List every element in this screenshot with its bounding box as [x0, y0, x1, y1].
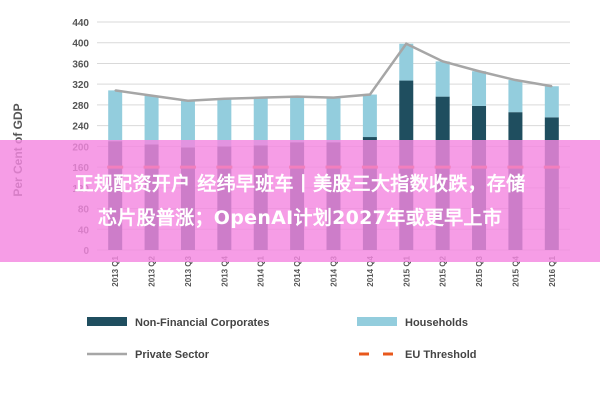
point-private-sector: [441, 60, 444, 63]
legend-label: Private Sector: [135, 349, 210, 361]
legend-item: EU Threshold: [359, 349, 477, 361]
y-tick-label: 360: [72, 59, 89, 70]
x-tick-label: 2014 Q3: [330, 255, 339, 286]
bar-households: [508, 80, 523, 113]
point-private-sector: [369, 93, 371, 96]
point-private-sector: [296, 95, 298, 98]
bar-households: [399, 43, 414, 81]
legend-swatch: [87, 317, 127, 326]
headline-line-2: 芯片股普涨；OpenAI计划2027年或更早上市: [97, 207, 503, 229]
point-private-sector: [223, 97, 226, 100]
point-private-sector: [332, 96, 335, 99]
headline-line-1: 正规配资开户 经纬早班车丨美股三大指数收跌，存储: [74, 173, 526, 195]
bar-households: [435, 61, 450, 97]
x-tick-label: 2014 Q1: [257, 255, 266, 286]
point-private-sector: [114, 89, 116, 92]
y-tick-label: 400: [72, 39, 89, 50]
point-private-sector: [259, 96, 262, 99]
x-tick-label: 2016 Q1: [548, 255, 557, 286]
bar-households: [180, 100, 195, 148]
point-private-sector: [187, 99, 189, 102]
legend-label: Non-Financial Corporates: [135, 317, 269, 329]
legend-label: EU Threshold: [405, 349, 477, 361]
point-private-sector: [551, 85, 553, 88]
bar-households: [290, 96, 305, 143]
point-private-sector: [514, 79, 517, 81]
bar-households: [472, 71, 487, 106]
point-private-sector: [478, 70, 480, 73]
legend-item: Households: [357, 317, 468, 329]
legend-swatch: [357, 317, 397, 326]
point-private-sector: [405, 42, 408, 45]
bar-households: [326, 97, 341, 143]
bar-households: [253, 97, 268, 146]
x-tick-label: 2014 Q4: [366, 255, 375, 286]
y-tick-label: 280: [72, 101, 89, 112]
bar-households: [217, 98, 232, 147]
x-tick-label: 2013 Q4: [220, 255, 229, 286]
legend: Non-Financial Corporates Households Privat…: [87, 317, 477, 361]
x-tick-label: 2015 Q4: [511, 255, 520, 286]
bar-households: [362, 94, 377, 138]
x-tick-label: 2013 Q3: [184, 255, 193, 286]
point-private-sector: [150, 94, 153, 97]
y-tick-label: 240: [72, 122, 89, 133]
line-private-sector: [115, 42, 553, 103]
x-tick-label: 2015 Q3: [475, 255, 484, 286]
y-tick-label: 440: [72, 18, 89, 29]
legend-item: Private Sector: [87, 349, 210, 361]
bar-households: [544, 86, 559, 118]
y-tick-label: 320: [72, 80, 89, 91]
bar-households: [108, 90, 123, 142]
legend-item: Non-Financial Corporates: [87, 317, 269, 329]
x-tick-label: 2013 Q2: [148, 255, 157, 286]
x-tick-label: 2014 Q2: [293, 255, 302, 286]
headline-banner: 正规配资开户 经纬早班车丨美股三大指数收跌，存储 芯片股普涨；OpenAI计划2…: [0, 140, 600, 262]
x-tick-label: 2015 Q1: [402, 255, 411, 286]
bar-households: [144, 95, 159, 145]
x-tick-label: 2015 Q2: [439, 255, 448, 286]
legend-label: Households: [405, 317, 468, 329]
x-tick-label: 2013 Q1: [111, 255, 120, 286]
